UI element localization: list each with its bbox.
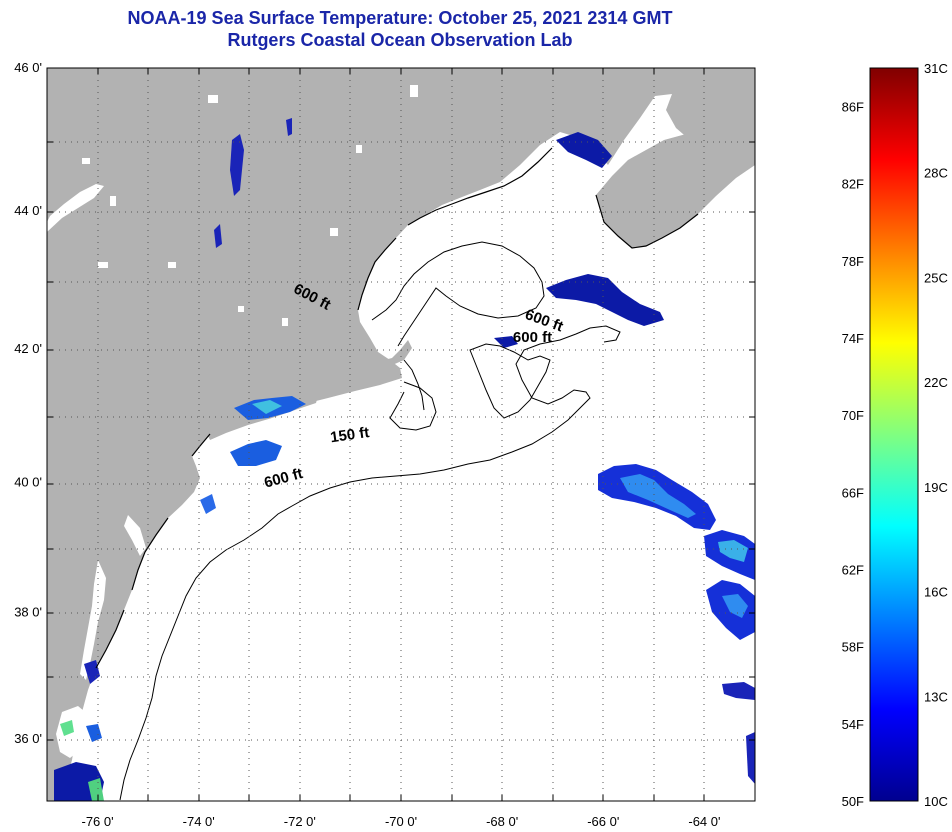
sst-patch-georges <box>546 274 664 326</box>
chesapeake-bay <box>80 560 106 680</box>
colorbar-f-label: 82F <box>842 177 864 192</box>
colorbar-f-label: 50F <box>842 794 864 809</box>
sst-patch-pamlico <box>60 720 74 736</box>
sst-patch-li-sound-warm <box>252 400 282 414</box>
contour-label: 150 ft <box>329 424 370 446</box>
colorbar-f-label: 54F <box>842 717 864 732</box>
lat-tick-label: 46 0' <box>14 60 42 75</box>
lon-tick-label: -68 0' <box>486 814 518 829</box>
sst-patch-gulf-stream-5 <box>746 732 755 784</box>
colorbar-c-label: 10C <box>924 794 948 809</box>
colorbar-f-label: 70F <box>842 408 864 423</box>
frame-ticks <box>47 67 755 801</box>
contour-600ft-shelf-break <box>119 325 621 801</box>
sst-patch-gulf-stream-2-warm <box>718 540 748 562</box>
latitude-labels: 46 0' 44 0' 42 0' 40 0' 38 0' 36 0' <box>14 60 42 746</box>
title-line-1: NOAA-19 Sea Surface Temperature: October… <box>127 8 673 28</box>
colorbar-f-label: 58F <box>842 640 864 655</box>
lat-tick-label: 42 0' <box>14 341 42 356</box>
bathymetry-contours <box>119 241 621 801</box>
lat-tick-label: 40 0' <box>14 475 42 490</box>
lon-tick-label: -66 0' <box>587 814 619 829</box>
inland-lakes <box>82 85 418 326</box>
lat-tick-label: 36 0' <box>14 731 42 746</box>
colorbar-c-label: 13C <box>924 689 948 704</box>
colorbar <box>869 67 919 802</box>
coastline <box>95 147 699 669</box>
contour-150ft-georges <box>389 381 437 431</box>
colorbar-f-label: 74F <box>842 331 864 346</box>
sst-data-patches <box>54 118 755 801</box>
contour-coastal-shelf <box>403 359 425 411</box>
colorbar-c-label: 28C <box>924 166 948 181</box>
land-cape-cod <box>370 340 412 370</box>
lat-tick-label: 38 0' <box>14 605 42 620</box>
sst-patch-gulf-stream-4 <box>722 682 755 700</box>
colorbar-c-label: 16C <box>924 585 948 600</box>
graticule <box>47 68 755 801</box>
colorbar-celsius-labels: 31C 28C 25C 22C 19C 16C 13C 10C <box>924 61 948 809</box>
colorbar-f-label: 86F <box>842 100 864 115</box>
sst-patch-gulf-stream-3-warm <box>722 594 748 618</box>
sst-patch-gulf-stream-1-warm <box>620 474 696 518</box>
colorbar-fahrenheit-labels: 86F 82F 78F 74F 70F 66F 62F 58F 54F 50F <box>842 100 864 809</box>
colorbar-c-label: 19C <box>924 480 948 495</box>
sst-patch-inland-3 <box>286 118 292 136</box>
lon-tick-label: -74 0' <box>183 814 215 829</box>
colorbar-c-label: 22C <box>924 375 948 390</box>
lon-tick-label: -64 0' <box>688 814 720 829</box>
lake-ontario-fragment <box>47 184 104 232</box>
contour-label: 600 ft <box>513 329 552 346</box>
sst-patch-inland-2 <box>214 224 222 248</box>
contour-gulf-of-maine <box>371 241 545 347</box>
lat-tick-label: 44 0' <box>14 203 42 218</box>
delaware-bay <box>124 515 146 556</box>
colorbar-c-label: 31C <box>924 61 948 76</box>
colorbar-f-label: 66F <box>842 485 864 500</box>
lon-tick-label: -76 0' <box>82 814 114 829</box>
sst-patch-bay-of-fundy <box>556 132 612 168</box>
lon-tick-label: -70 0' <box>385 814 417 829</box>
map-title: NOAA-19 Sea Surface Temperature: October… <box>0 7 800 51</box>
colorbar-f-label: 78F <box>842 254 864 269</box>
land-nova-scotia <box>596 122 755 248</box>
sst-patch-chesapeake-mouth <box>84 660 100 684</box>
colorbar-f-label: 62F <box>842 563 864 578</box>
contour-gulf-of-maine-inner <box>469 343 551 419</box>
sst-patch-inland-1 <box>230 134 244 196</box>
colorbar-c-label: 25C <box>924 270 948 285</box>
sst-patch-nj-coast <box>200 494 216 514</box>
land-mainland <box>47 68 755 801</box>
sst-patch-outer-banks-warm <box>88 778 104 801</box>
sst-patch-ny-bight <box>230 440 282 466</box>
longitude-labels: -76 0' -74 0' -72 0' -70 0' -68 0' -66 0' -64 … <box>82 814 721 829</box>
title-line-2: Rutgers Coastal Ocean Observation Lab <box>227 30 573 50</box>
sst-patch-jordan-basin <box>494 336 518 348</box>
lon-tick-label: -72 0' <box>284 814 316 829</box>
